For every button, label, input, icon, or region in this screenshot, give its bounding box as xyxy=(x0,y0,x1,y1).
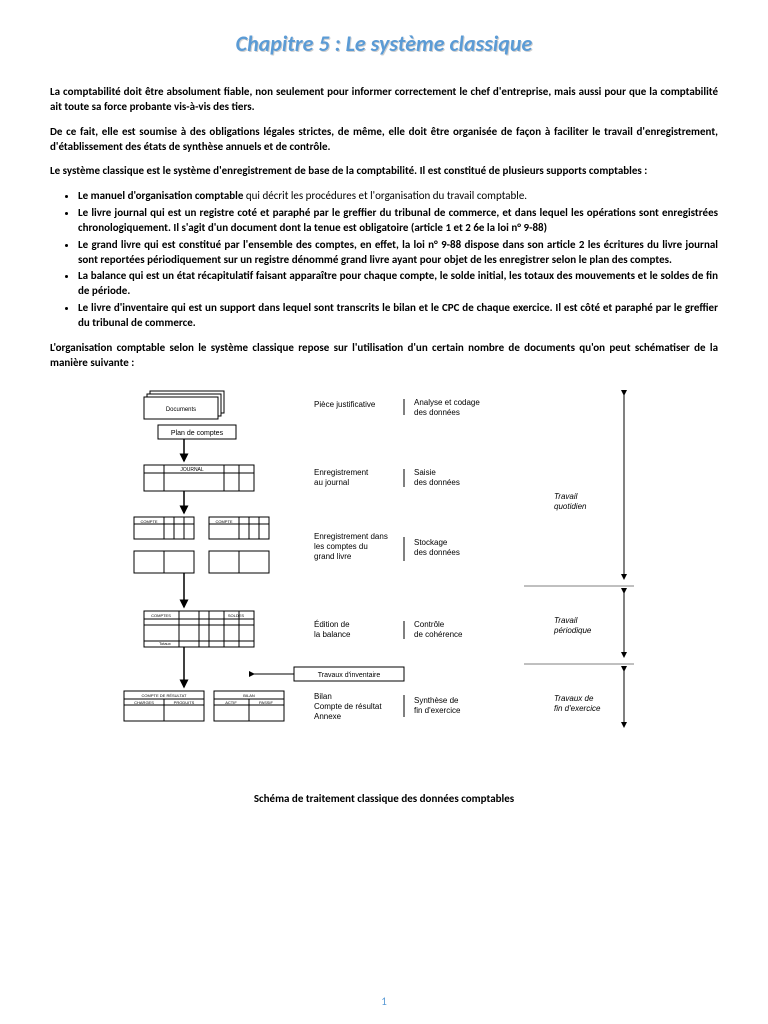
stage-4b: la balance xyxy=(314,630,351,639)
stage-5c: Annexe xyxy=(314,712,342,721)
action-1a: Analyse et codage xyxy=(414,398,480,407)
stage-3b: les comptes du xyxy=(314,542,368,551)
svg-text:COMPTE: COMPTE xyxy=(140,519,157,524)
side-2b: périodique xyxy=(553,626,592,635)
documents-icon: Documents xyxy=(144,391,224,419)
side-3a: Travaux de xyxy=(554,694,594,703)
balance-icon: COMPTES SOLDES Totaux xyxy=(144,611,254,647)
travaux-inventaire-label: Travaux d'inventaire xyxy=(318,672,381,679)
paragraph-4: L'organisation comptable selon le systèm… xyxy=(50,341,718,371)
flowchart-svg: Documents Plan de comptes Pièce justific… xyxy=(114,381,654,781)
bullet-item: Le grand livre qui est constitué par l'e… xyxy=(78,238,718,268)
svg-text:BILAN: BILAN xyxy=(243,693,255,698)
svg-text:PRODUITS: PRODUITS xyxy=(174,700,195,705)
action-2b: des données xyxy=(414,478,460,487)
stage-3c: grand livre xyxy=(314,552,352,561)
stage-3a: Enregistrement dans xyxy=(314,532,388,541)
paragraph-3: Le système classique est le système d'en… xyxy=(50,164,718,179)
side-2a: Travail xyxy=(554,616,578,625)
stage-4a: Édition de xyxy=(314,620,350,629)
page-number: 1 xyxy=(0,995,768,1008)
bullet-item: La balance qui est un état récapitulatif… xyxy=(78,269,718,299)
side-1a: Travail xyxy=(554,492,578,501)
side-3b: fin d'exercice xyxy=(554,704,601,713)
journal-icon: JOURNAL xyxy=(144,465,254,491)
svg-text:SOLDES: SOLDES xyxy=(228,613,245,618)
svg-text:COMPTES: COMPTES xyxy=(151,613,171,618)
action-5b: fin d'exercice xyxy=(414,706,461,715)
flowchart-diagram: Documents Plan de comptes Pièce justific… xyxy=(114,381,654,805)
compte-resultat-icon: COMPTE DE RÉSULTAT CHARGES PRODUITS xyxy=(124,691,204,721)
page: Chapitre 5 : Le système classique La com… xyxy=(0,0,768,1024)
bullet-item: Le manuel d'organisation comptable qui d… xyxy=(78,189,718,204)
grand-livre-icon: COMPTE COMPTE xyxy=(134,517,269,573)
action-4a: Contrôle xyxy=(414,620,445,629)
chapter-title: Chapitre 5 : Le système classique xyxy=(50,30,718,57)
action-5a: Synthèse de xyxy=(414,696,459,705)
action-1b: des données xyxy=(414,408,460,417)
bullet-item: Le livre journal qui est un registre cot… xyxy=(78,206,718,236)
bilan-icon: BILAN ACTIF PASSIF xyxy=(214,691,284,721)
stage-5a: Bilan xyxy=(314,692,332,701)
svg-text:JOURNAL: JOURNAL xyxy=(180,467,204,473)
stage-2b: au journal xyxy=(314,478,349,487)
stage-1-label: Pièce justificative xyxy=(314,400,376,409)
svg-text:Documents: Documents xyxy=(166,407,196,413)
svg-text:CHARGES: CHARGES xyxy=(134,700,154,705)
action-3b: des données xyxy=(414,548,460,557)
svg-text:COMPTE DE RÉSULTAT: COMPTE DE RÉSULTAT xyxy=(142,693,187,698)
action-3a: Stockage xyxy=(414,538,448,547)
svg-text:COMPTE: COMPTE xyxy=(215,519,232,524)
bullet-item: Le livre d'inventaire qui est un support… xyxy=(78,301,718,331)
paragraph-1: La comptabilité doit être absolument fia… xyxy=(50,85,718,115)
svg-text:PASSIF: PASSIF xyxy=(259,700,273,705)
action-2a: Saisie xyxy=(414,468,436,477)
paragraph-2: De ce fait, elle est soumise à des oblig… xyxy=(50,125,718,155)
stage-5b: Compte de résultat xyxy=(314,702,382,711)
bullet-list: Le manuel d'organisation comptable qui d… xyxy=(78,189,718,331)
action-4b: de cohérence xyxy=(414,630,463,639)
svg-text:ACTIF: ACTIF xyxy=(225,700,237,705)
side-1b: quotidien xyxy=(554,502,587,511)
diagram-caption: Schéma de traitement classique des donné… xyxy=(114,792,654,805)
svg-text:Totaux: Totaux xyxy=(159,641,171,646)
plan-comptes-label: Plan de comptes xyxy=(171,430,224,437)
stage-2a: Enregistrement xyxy=(314,468,369,477)
